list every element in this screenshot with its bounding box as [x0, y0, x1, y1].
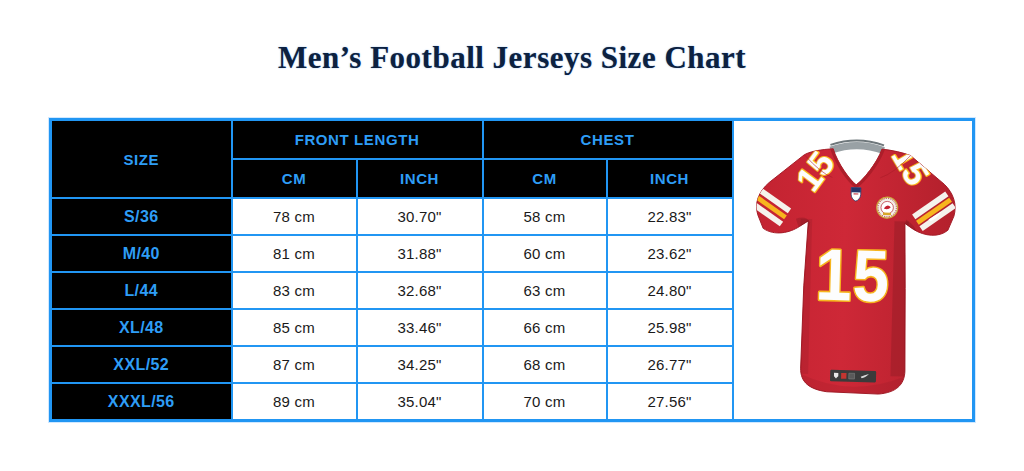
chest-cm: 58 cm — [483, 198, 607, 235]
front-length-inch: 31.88" — [357, 235, 483, 272]
jersey-image: 15 15 15 — [738, 120, 968, 420]
jock-tag — [830, 370, 876, 383]
size-label: XXL/52 — [51, 346, 232, 383]
size-label: M/40 — [51, 235, 232, 272]
jersey-product-photo: 15 15 15 — [733, 120, 974, 421]
chest-inch: 27.56" — [607, 383, 733, 421]
chest-cm: 70 cm — [483, 383, 607, 421]
chest-cm: 63 cm — [483, 272, 607, 309]
jersey-illustration: 15 15 15 — [738, 120, 968, 416]
size-label: XXXL/56 — [51, 383, 232, 421]
team-patch-icon — [876, 197, 898, 219]
chest-cm: 66 cm — [483, 309, 607, 346]
size-chart-table: SIZE FRONT LENGTH CHEST — [49, 118, 975, 422]
front-length-inch: 33.46" — [357, 309, 483, 346]
front-length-cm: 83 cm — [232, 272, 357, 309]
chest-inch: 22.83" — [607, 198, 733, 235]
chest-inch: 25.98" — [607, 309, 733, 346]
size-label: L/44 — [51, 272, 232, 309]
chest-cm: 68 cm — [483, 346, 607, 383]
column-header-size: SIZE — [51, 120, 232, 199]
front-length-cm: 87 cm — [232, 346, 357, 383]
page-title: Men’s Football Jerseys Size Chart — [0, 40, 1024, 76]
unit-header-chest-cm: CM — [483, 159, 607, 198]
front-length-cm: 78 cm — [232, 198, 357, 235]
chest-cm: 60 cm — [483, 235, 607, 272]
front-length-cm: 81 cm — [232, 235, 357, 272]
header-row-groups: SIZE FRONT LENGTH CHEST — [51, 120, 974, 160]
front-length-cm: 89 cm — [232, 383, 357, 421]
front-length-inch: 35.04" — [357, 383, 483, 421]
chest-inch: 23.62" — [607, 235, 733, 272]
unit-header-chest-inch: INCH — [607, 159, 733, 198]
size-label: XL/48 — [51, 309, 232, 346]
column-header-chest: CHEST — [483, 120, 733, 160]
jersey-number-chest: 15 — [814, 233, 890, 317]
unit-header-front-inch: INCH — [357, 159, 483, 198]
chest-inch: 26.77" — [607, 346, 733, 383]
front-length-cm: 85 cm — [232, 309, 357, 346]
chest-inch: 24.80" — [607, 272, 733, 309]
unit-header-front-cm: CM — [232, 159, 357, 198]
front-length-inch: 30.70" — [357, 198, 483, 235]
front-length-inch: 34.25" — [357, 346, 483, 383]
size-label: S/36 — [51, 198, 232, 235]
column-header-front-length: FRONT LENGTH — [232, 120, 483, 160]
front-length-inch: 32.68" — [357, 272, 483, 309]
